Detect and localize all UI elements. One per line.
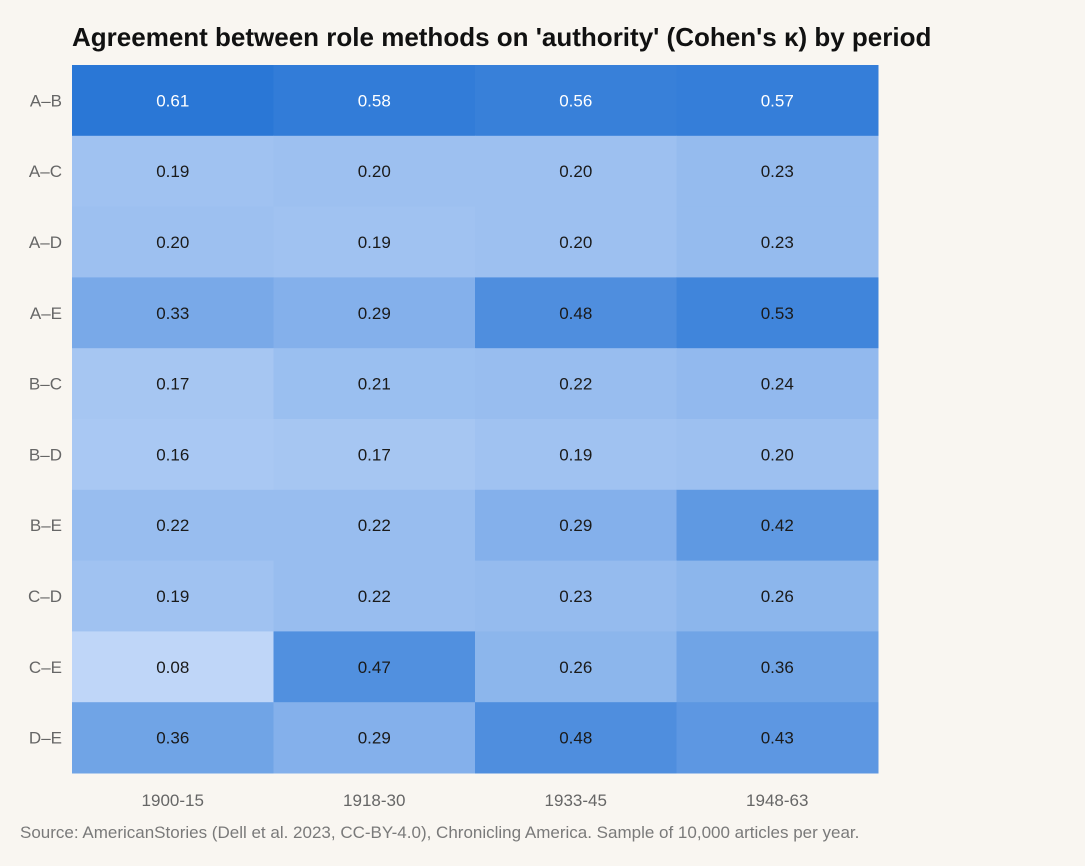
heatmap-cell bbox=[273, 489, 476, 562]
heatmap-cell bbox=[72, 348, 274, 420]
heatmap-cell bbox=[72, 560, 274, 632]
heatmap-cell bbox=[72, 419, 274, 491]
cell-value-label: 0.48 bbox=[559, 304, 592, 323]
heatmap-cell bbox=[72, 489, 274, 562]
cell-value-label: 0.53 bbox=[761, 304, 794, 323]
row-label: D–E bbox=[29, 729, 62, 748]
cell-value-label: 0.29 bbox=[559, 516, 592, 535]
cell-value-label: 0.08 bbox=[156, 658, 189, 677]
heatmap-cell bbox=[72, 206, 274, 278]
heatmap-cell bbox=[475, 419, 677, 491]
cell-value-label: 0.57 bbox=[761, 91, 794, 110]
cell-value-label: 0.23 bbox=[559, 587, 592, 606]
cell-value-label: 0.29 bbox=[358, 729, 391, 748]
heatmap-cell bbox=[475, 277, 677, 349]
row-label: A–E bbox=[30, 304, 62, 323]
heatmap-cell bbox=[72, 135, 274, 208]
heatmap-cell bbox=[676, 631, 879, 703]
heatmap-cell bbox=[475, 206, 677, 278]
cell-value-label: 0.21 bbox=[358, 375, 391, 394]
cell-value-label: 0.19 bbox=[358, 233, 391, 252]
cell-value-label: 0.20 bbox=[761, 445, 794, 464]
cell-value-label: 0.47 bbox=[358, 658, 391, 677]
heatmap-cell bbox=[72, 277, 274, 349]
row-label: C–D bbox=[28, 587, 62, 606]
heatmap-cell bbox=[273, 277, 476, 349]
row-label: A–B bbox=[30, 91, 62, 110]
row-label: A–C bbox=[29, 162, 62, 181]
cell-value-label: 0.19 bbox=[559, 445, 592, 464]
heatmap-cell bbox=[676, 206, 879, 278]
cell-value-label: 0.26 bbox=[761, 587, 794, 606]
heatmap-cell bbox=[273, 206, 476, 278]
cell-value-label: 0.48 bbox=[559, 729, 592, 748]
cell-value-label: 0.56 bbox=[559, 91, 592, 110]
cell-value-label: 0.36 bbox=[156, 729, 189, 748]
row-label: B–C bbox=[29, 375, 62, 394]
heatmap-cell bbox=[273, 419, 476, 491]
heatmap-cell bbox=[676, 348, 879, 420]
heatmap-cell bbox=[273, 560, 476, 632]
cell-value-label: 0.29 bbox=[358, 304, 391, 323]
cell-value-label: 0.24 bbox=[761, 375, 794, 394]
heatmap-cell bbox=[72, 65, 274, 137]
heatmap-cell bbox=[475, 135, 677, 208]
heatmap-cell bbox=[475, 631, 677, 703]
heatmap-cell bbox=[273, 631, 476, 703]
source-note: Source: AmericanStories (Dell et al. 202… bbox=[20, 823, 860, 842]
cell-value-label: 0.43 bbox=[761, 729, 794, 748]
heatmap-cell bbox=[273, 702, 476, 774]
heatmap-cell bbox=[676, 65, 879, 137]
heatmap-cell bbox=[676, 702, 879, 774]
heatmap-cell bbox=[273, 135, 476, 208]
column-label: 1948-63 bbox=[746, 791, 808, 810]
heatmap-cell bbox=[273, 348, 476, 420]
heatmap-cell bbox=[676, 277, 879, 349]
cell-value-label: 0.16 bbox=[156, 445, 189, 464]
row-label: B–E bbox=[30, 516, 62, 535]
heatmap-cell bbox=[676, 135, 879, 208]
column-label: 1900-15 bbox=[142, 791, 204, 810]
cell-value-label: 0.36 bbox=[761, 658, 794, 677]
heatmap-cell bbox=[475, 489, 677, 562]
cell-value-label: 0.61 bbox=[156, 91, 189, 110]
cell-value-label: 0.23 bbox=[761, 162, 794, 181]
cell-value-label: 0.26 bbox=[559, 658, 592, 677]
heatmap-cell bbox=[72, 631, 274, 703]
cell-value-label: 0.19 bbox=[156, 587, 189, 606]
cell-value-label: 0.22 bbox=[358, 587, 391, 606]
cell-value-label: 0.20 bbox=[156, 233, 189, 252]
heatmap-cell bbox=[273, 65, 476, 137]
heatmap-cell bbox=[475, 65, 677, 137]
cell-value-label: 0.22 bbox=[156, 516, 189, 535]
cell-value-label: 0.23 bbox=[761, 233, 794, 252]
heatmap-cell bbox=[475, 702, 677, 774]
heatmap-cell bbox=[475, 560, 677, 632]
cell-value-label: 0.58 bbox=[358, 91, 391, 110]
chart-title: Agreement between role methods on 'autho… bbox=[72, 22, 932, 52]
cell-value-label: 0.17 bbox=[358, 445, 391, 464]
cell-value-label: 0.22 bbox=[559, 375, 592, 394]
column-label: 1918-30 bbox=[343, 791, 405, 810]
cell-value-label: 0.22 bbox=[358, 516, 391, 535]
row-label: B–D bbox=[29, 445, 62, 464]
cell-value-label: 0.20 bbox=[559, 233, 592, 252]
cell-value-label: 0.33 bbox=[156, 304, 189, 323]
cell-value-label: 0.20 bbox=[559, 162, 592, 181]
cell-value-label: 0.19 bbox=[156, 162, 189, 181]
cell-value-label: 0.20 bbox=[358, 162, 391, 181]
column-label: 1933-45 bbox=[545, 791, 607, 810]
heatmap-cell bbox=[676, 489, 879, 562]
heatmap-cell bbox=[475, 348, 677, 420]
cell-value-label: 0.17 bbox=[156, 375, 189, 394]
heatmap-cell bbox=[676, 560, 879, 632]
row-label: C–E bbox=[29, 658, 62, 677]
heatmap-cell bbox=[676, 419, 879, 491]
heatmap-cell bbox=[72, 702, 274, 774]
cell-value-label: 0.42 bbox=[761, 516, 794, 535]
row-label: A–D bbox=[29, 233, 62, 252]
